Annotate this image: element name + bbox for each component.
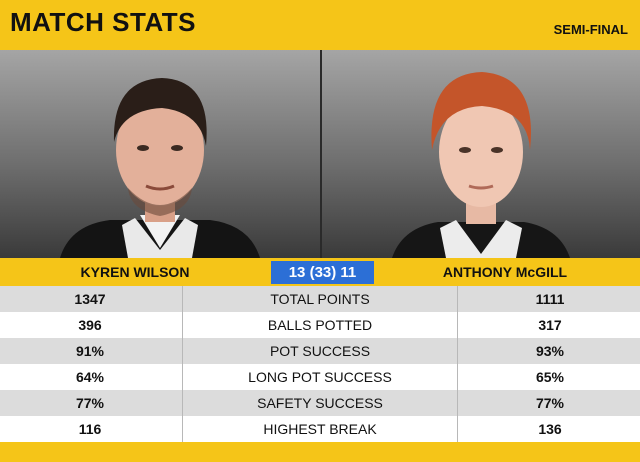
stat-row: 1347 TOTAL POINTS 1111 (0, 286, 640, 312)
stat-row: 116 HIGHEST BREAK 136 (0, 416, 640, 442)
footer-bar (0, 442, 640, 462)
photo-divider (320, 50, 322, 258)
stat-left-value: 64% (75, 369, 105, 385)
stat-row: 64% LONG POT SUCCESS 65% (0, 364, 640, 390)
stat-right-value: 136 (538, 421, 562, 437)
stat-label: POT SUCCESS (182, 338, 458, 364)
stat-right-value: 93% (535, 343, 565, 359)
stat-left-value: 116 (78, 421, 102, 437)
score-badge: 13 (33) 11 (271, 261, 374, 284)
stat-label: SAFETY SUCCESS (182, 390, 458, 416)
stat-label: LONG POT SUCCESS (182, 364, 458, 390)
stat-right-value: 65% (535, 369, 565, 385)
player-name-left: KYREN WILSON (80, 264, 190, 280)
stat-left-value: 91% (75, 343, 105, 359)
stat-right-value: 317 (538, 317, 562, 333)
stat-label: HIGHEST BREAK (182, 416, 458, 442)
stat-right-value: 77% (535, 395, 565, 411)
player-photo-left (0, 50, 320, 258)
stat-label: BALLS POTTED (182, 312, 458, 338)
player-photo-right (322, 50, 640, 258)
player-name-right: ANTHONY McGILL (442, 264, 568, 280)
stat-left-value: 396 (78, 317, 102, 333)
player-portrait-left (60, 78, 260, 258)
stat-label: TOTAL POINTS (182, 286, 458, 312)
stat-right-value: 1111 (535, 291, 565, 307)
round-label: SEMI-FINAL (553, 22, 628, 37)
stats-table: 1347 TOTAL POINTS 1111 396 BALLS POTTED … (0, 286, 640, 442)
header-bar: MATCH STATS SEMI-FINAL (0, 0, 640, 50)
stat-row: 91% POT SUCCESS 93% (0, 338, 640, 364)
stat-row: 396 BALLS POTTED 317 (0, 312, 640, 338)
page-title: MATCH STATS (10, 7, 197, 37)
stat-left-value: 77% (75, 395, 105, 411)
stat-left-value: 1347 (74, 291, 106, 307)
player-portrait-right (392, 72, 570, 258)
stat-row: 77% SAFETY SUCCESS 77% (0, 390, 640, 416)
